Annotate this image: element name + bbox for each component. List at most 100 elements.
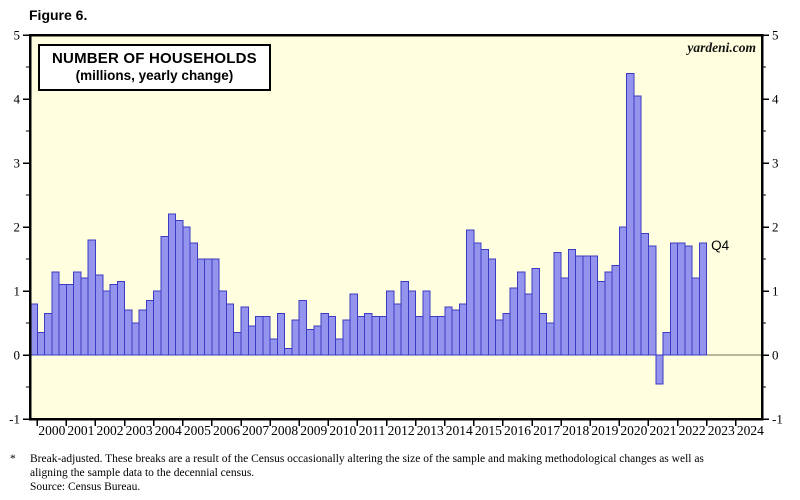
bar-2014Q3 bbox=[458, 303, 468, 356]
y-label-right-3: 3 bbox=[772, 156, 779, 171]
bar-2012Q2 bbox=[393, 303, 402, 356]
bar-2004Q3 bbox=[167, 213, 177, 356]
bar-2002Q4 bbox=[116, 280, 126, 356]
bar-2006Q1 bbox=[211, 258, 220, 356]
bar-2007Q2 bbox=[247, 325, 257, 356]
bar-2018Q3 bbox=[575, 255, 584, 356]
bar-2009Q1 bbox=[298, 300, 308, 356]
x-label-2016: 2016 bbox=[504, 423, 531, 438]
footnote-line-3: Source: Census Bureau. bbox=[30, 481, 141, 493]
bar-2022Q3 bbox=[691, 277, 700, 356]
x-label-2015: 2015 bbox=[475, 423, 502, 438]
bar-2012Q3 bbox=[400, 280, 409, 356]
y-label-left-5: 5 bbox=[14, 28, 21, 43]
bar-2012Q4 bbox=[407, 290, 417, 356]
bar-2006Q3 bbox=[225, 303, 235, 356]
bar-2007Q4 bbox=[262, 316, 271, 356]
bar-2010Q2 bbox=[335, 338, 344, 356]
x-label-2023: 2023 bbox=[708, 423, 735, 438]
x-label-2013: 2013 bbox=[417, 423, 444, 438]
bar-2009Q3 bbox=[313, 325, 322, 356]
bar-2017Q4 bbox=[553, 252, 562, 356]
bar-2013Q2 bbox=[422, 290, 431, 356]
y-label-right-5: 5 bbox=[772, 28, 779, 43]
x-label-2021: 2021 bbox=[650, 423, 677, 438]
bar-2014Q2 bbox=[451, 309, 460, 356]
x-label-2001: 2001 bbox=[67, 423, 94, 438]
y-label-right-0: 0 bbox=[772, 348, 779, 363]
bar-2019Q3 bbox=[604, 271, 613, 356]
bar-2003Q1 bbox=[124, 309, 133, 356]
footnote-asterisk: * bbox=[10, 453, 16, 465]
bar-2001Q4 bbox=[87, 239, 96, 356]
x-label-2018: 2018 bbox=[562, 423, 589, 438]
footnote-line-1: Break-adjusted. These breaks are a resul… bbox=[30, 453, 704, 465]
y-label-left-1: 1 bbox=[14, 284, 21, 299]
bar-2008Q2 bbox=[276, 312, 286, 356]
bar-2006Q2 bbox=[218, 290, 227, 356]
bar-2011Q3 bbox=[371, 316, 380, 356]
bar-2014Q4 bbox=[466, 229, 475, 356]
x-label-2005: 2005 bbox=[184, 423, 211, 438]
x-label-2024: 2024 bbox=[737, 423, 764, 438]
bar-2009Q2 bbox=[306, 328, 315, 356]
x-label-2004: 2004 bbox=[155, 423, 182, 438]
bar-2005Q4 bbox=[204, 258, 213, 356]
bar-2001Q3 bbox=[80, 277, 89, 356]
footnote: * Break-adjusted. These breaks are a res… bbox=[10, 452, 792, 494]
bar-2015Q2 bbox=[480, 248, 489, 356]
bar-2014Q1 bbox=[444, 306, 453, 356]
bar-2004Q4 bbox=[175, 220, 184, 356]
bar-2020Q2 bbox=[626, 72, 635, 356]
x-label-2022: 2022 bbox=[679, 423, 706, 438]
bar-2019Q2 bbox=[597, 280, 606, 356]
y-label-right-4: 4 bbox=[772, 92, 779, 107]
bar-2021Q2 bbox=[655, 354, 664, 385]
bar-2010Q3 bbox=[342, 319, 351, 356]
bar-2017Q3 bbox=[546, 322, 555, 356]
x-label-2020: 2020 bbox=[620, 423, 647, 438]
footnote-line-2: aligning the sample data to the decennia… bbox=[30, 467, 255, 479]
bar-2022Q1 bbox=[677, 242, 686, 356]
chart-subtitle: (millions, yearly change) bbox=[75, 67, 234, 83]
x-label-2017: 2017 bbox=[533, 423, 560, 438]
bar-2015Q1 bbox=[473, 242, 482, 356]
y-label-right--1: -1 bbox=[772, 412, 783, 427]
x-label-2003: 2003 bbox=[126, 423, 153, 438]
bar-2022Q4 bbox=[698, 242, 708, 356]
x-label-2010: 2010 bbox=[329, 423, 356, 438]
bar-2007Q3 bbox=[255, 316, 264, 356]
bar-2022Q2 bbox=[684, 245, 693, 356]
bar-2001Q2 bbox=[73, 271, 82, 356]
bar-2008Q1 bbox=[269, 338, 278, 356]
bar-2011Q4 bbox=[378, 316, 388, 356]
y-label-right-1: 1 bbox=[772, 284, 779, 299]
bar-2008Q4 bbox=[291, 319, 300, 356]
chart-title-box: NUMBER OF HOUSEHOLDS (millions, yearly c… bbox=[38, 44, 271, 91]
x-label-2011: 2011 bbox=[359, 423, 386, 438]
plot-border bbox=[28, 33, 764, 421]
y-label-left-3: 3 bbox=[14, 156, 21, 171]
households-bar-chart: -1 -1 0 0 1 1 2 2 3 3 4 4 5 5 2000 2001 2002 2003 2004 2005… bbox=[9, 28, 783, 439]
bar-2013Q3 bbox=[429, 316, 438, 356]
bar-2021Q3 bbox=[662, 332, 671, 356]
y-label-left-2: 2 bbox=[14, 220, 21, 235]
x-label-2008: 2008 bbox=[271, 423, 298, 438]
y-label-left--1: -1 bbox=[9, 412, 20, 427]
bar-2007Q1 bbox=[240, 306, 249, 356]
bar-2012Q1 bbox=[386, 290, 395, 356]
bar-2018Q1 bbox=[560, 277, 569, 356]
bar-2021Q4 bbox=[669, 242, 679, 356]
bar-2015Q4 bbox=[495, 319, 504, 356]
bar-2021Q1 bbox=[647, 245, 657, 356]
watermark-yardeni: yardeni.com bbox=[687, 40, 756, 55]
bar-2003Q4 bbox=[145, 300, 155, 356]
bar-2010Q4 bbox=[349, 293, 358, 356]
bar-2000Q2 bbox=[44, 312, 53, 356]
x-label-2012: 2012 bbox=[388, 423, 415, 438]
y-label-left-4: 4 bbox=[14, 92, 21, 107]
footnote-lines: Break-adjusted. These breaks are a resul… bbox=[30, 452, 792, 494]
figure-label: Figure 6. bbox=[29, 7, 88, 23]
bar-2000Q3 bbox=[51, 271, 60, 356]
